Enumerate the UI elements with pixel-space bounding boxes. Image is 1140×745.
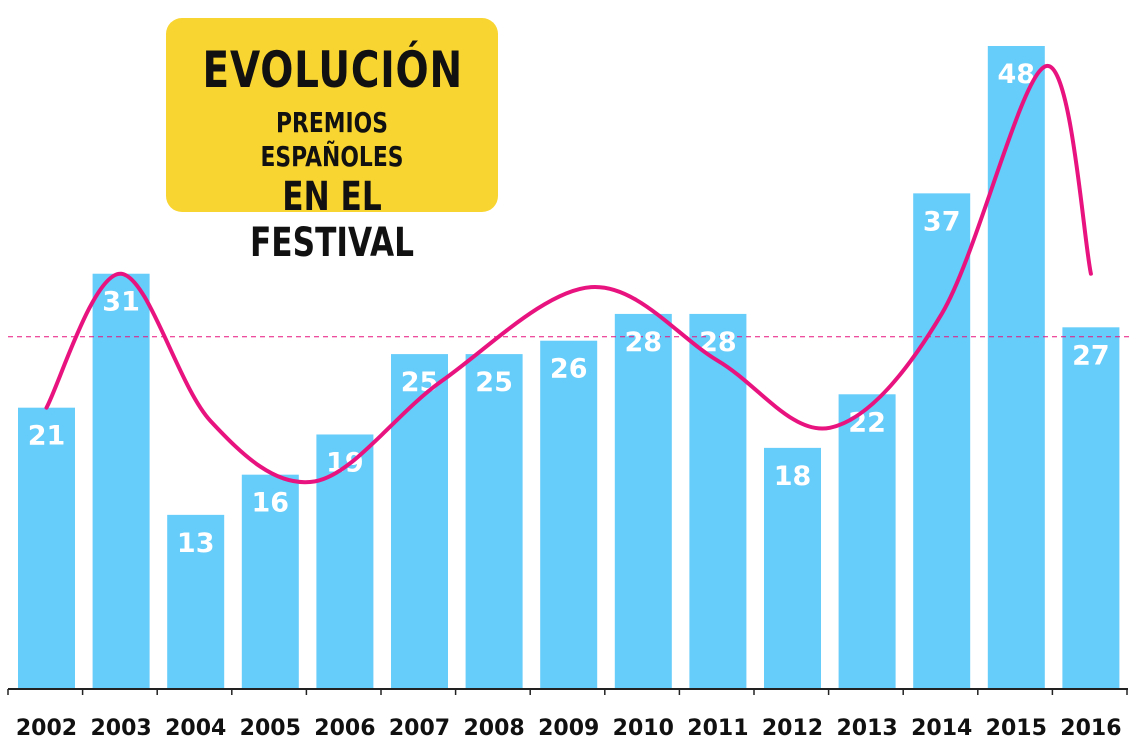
x-tick-label: 2002 bbox=[16, 716, 77, 741]
bar-value-label: 21 bbox=[28, 421, 66, 452]
bar-2009 bbox=[540, 340, 598, 689]
x-tick-label: 2004 bbox=[165, 716, 226, 741]
x-ticks-layer bbox=[7, 689, 1128, 695]
bar-2007 bbox=[391, 354, 448, 689]
x-tick-label: 2013 bbox=[836, 716, 897, 741]
x-tick-label: 2007 bbox=[389, 716, 450, 741]
bar-value-label: 22 bbox=[848, 407, 886, 438]
bars-layer bbox=[18, 46, 1120, 689]
bar-value-label: 48 bbox=[998, 59, 1036, 90]
bar-value-label: 27 bbox=[1072, 340, 1110, 371]
x-tick-label: 2003 bbox=[90, 716, 151, 741]
x-tick-label: 2008 bbox=[463, 716, 524, 741]
bar-2002 bbox=[18, 407, 75, 689]
bar-value-label: 25 bbox=[401, 367, 439, 398]
bar-2013 bbox=[838, 394, 896, 689]
x-tick-label: 2006 bbox=[314, 716, 375, 741]
bar-2011 bbox=[689, 313, 747, 689]
chart-subtitle-line2: EN EL FESTIVAL bbox=[249, 174, 415, 266]
bar-2008 bbox=[465, 354, 523, 689]
x-tick-label: 2012 bbox=[762, 716, 823, 741]
bar-2016 bbox=[1062, 327, 1120, 689]
trend-curve bbox=[44, 64, 1093, 485]
x-tick-label: 2014 bbox=[911, 716, 972, 741]
x-tick-label: 2009 bbox=[538, 716, 599, 741]
bar-value-label: 18 bbox=[774, 461, 812, 492]
chart-subtitle-line1: PREMIOS ESPAÑOLES bbox=[260, 106, 404, 173]
bar-2012 bbox=[764, 447, 821, 689]
chart-title: EVOLUCIÓN bbox=[202, 41, 463, 99]
x-tick-label: 2010 bbox=[613, 716, 674, 741]
bar-2015 bbox=[987, 46, 1045, 689]
x-tick-label: 2011 bbox=[687, 716, 748, 741]
bar-value-label: 26 bbox=[550, 354, 588, 385]
bar-2003 bbox=[92, 273, 150, 689]
bar-2010 bbox=[614, 313, 672, 689]
x-tick-label: 2016 bbox=[1060, 716, 1121, 741]
title-box: EVOLUCIÓN PREMIOS ESPAÑOLES EN EL FESTIV… bbox=[166, 18, 498, 266]
bar-value-label: 31 bbox=[102, 287, 140, 318]
bar-value-label: 16 bbox=[252, 488, 290, 519]
x-tick-label: 2005 bbox=[240, 716, 301, 741]
bar-value-label: 13 bbox=[177, 528, 215, 559]
x-tick-labels-layer: 2002 2003 2004 2005 2006 2007 2008 2009 2010 2011… bbox=[16, 716, 1122, 741]
bar-value-label: 37 bbox=[923, 206, 961, 237]
x-tick-label: 2015 bbox=[986, 716, 1047, 741]
bar-2005 bbox=[241, 474, 299, 689]
bar-2004 bbox=[167, 514, 225, 689]
bar-value-label: 25 bbox=[475, 367, 513, 398]
bar-value-label: 28 bbox=[625, 327, 663, 358]
